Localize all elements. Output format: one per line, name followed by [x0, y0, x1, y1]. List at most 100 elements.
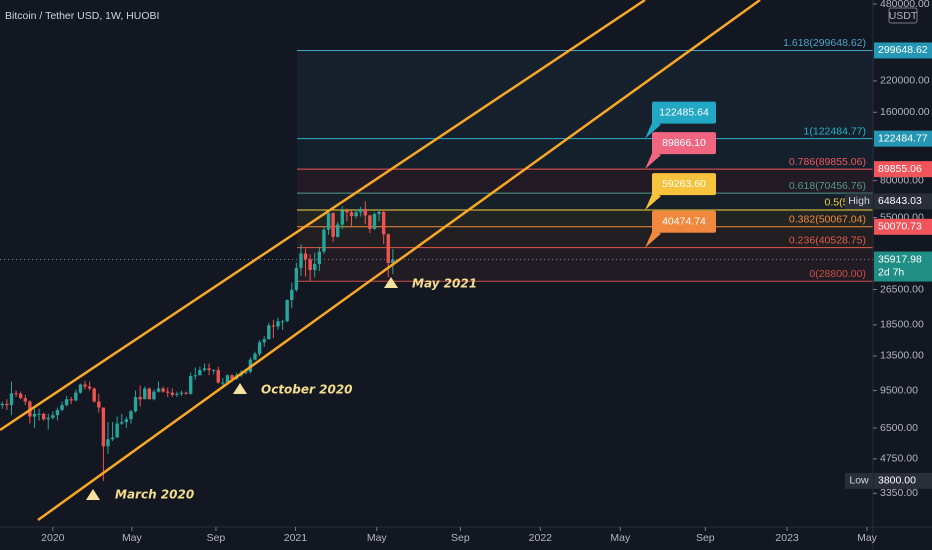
- currency-label: USDT: [889, 10, 918, 22]
- candle-body: [193, 375, 197, 377]
- candle-body: [368, 215, 372, 229]
- candle-body: [257, 342, 262, 354]
- y-tick-label: 4750.00: [880, 453, 918, 465]
- candle-body: [262, 339, 266, 343]
- callout-pointer: [645, 151, 661, 170]
- callout-pointer: [645, 120, 661, 139]
- candle-body: [46, 417, 50, 420]
- price-badge-label: 89855.06: [878, 163, 922, 175]
- price-badge-label: 3800.00: [878, 475, 916, 487]
- x-tick-label: 2022: [529, 532, 553, 544]
- candle-body: [179, 392, 184, 394]
- channel-upper: [0, 0, 646, 432]
- fib-band: [297, 226, 873, 248]
- candle-body: [230, 375, 234, 379]
- candle-body: [244, 371, 248, 373]
- callout-box: [652, 101, 716, 124]
- y-tick-label: 13500.00: [880, 350, 924, 362]
- price-badge-label: 299648.62: [878, 44, 928, 56]
- candle-body: [290, 289, 294, 301]
- candle-body: [51, 415, 55, 418]
- annotation-text: May 2021: [412, 277, 477, 291]
- x-tick-label: May: [367, 532, 388, 544]
- x-tick-label: May: [857, 532, 878, 544]
- candle-body: [198, 370, 202, 376]
- candle-body: [363, 208, 367, 216]
- x-tick-label: Sep: [696, 532, 715, 544]
- y-tick-label: 160000.00: [880, 106, 930, 118]
- price-badge-label: 50070.73: [878, 221, 922, 233]
- callout-label: 40474.74: [662, 216, 706, 228]
- candle-body: [69, 399, 73, 401]
- candle-body: [143, 388, 147, 400]
- candle-body: [133, 397, 138, 412]
- candle-body: [331, 213, 335, 237]
- price-badge: [874, 130, 932, 147]
- callout-pointer: [645, 229, 661, 248]
- candle-body: [152, 391, 156, 400]
- candle-body: [23, 398, 27, 402]
- y-tick-label: 220000.00: [880, 75, 930, 87]
- y-tick-label: 9500.00: [880, 384, 918, 396]
- callout-box: [652, 173, 716, 196]
- price-badge: [874, 472, 932, 489]
- badge-tag: High: [848, 195, 870, 207]
- y-tick-label: 3350.00: [880, 487, 918, 499]
- callout-box: [652, 210, 716, 233]
- candle-body: [184, 392, 188, 394]
- candle-body: [124, 419, 129, 423]
- candle-body: [14, 393, 18, 395]
- fib-label: 0.382(50067.04): [789, 214, 866, 226]
- annotation-marker: [233, 383, 247, 394]
- candle-body: [120, 422, 124, 424]
- candle-body: [87, 386, 92, 389]
- candle-body: [207, 368, 211, 371]
- candle-body: [175, 393, 179, 395]
- x-tick-label: May: [610, 532, 631, 544]
- candles: [0, 201, 395, 481]
- fib-band: [297, 247, 873, 282]
- y-tick-label: 480000.00: [880, 0, 930, 10]
- candle-body: [322, 229, 326, 252]
- candle-body: [60, 405, 64, 411]
- candle-body: [386, 234, 390, 263]
- price-badge: [874, 251, 932, 282]
- x-tick-label: Sep: [207, 532, 226, 544]
- fib-label: 1.618(299648.62): [783, 37, 866, 49]
- currency-badge: [888, 7, 918, 24]
- candle-body: [211, 370, 216, 372]
- fib-label: 0.618(70456.76): [789, 180, 866, 192]
- x-tick-label: Sep: [451, 532, 470, 544]
- candle-body: [267, 325, 271, 340]
- grid: 1.618(299648.62) 1(122484.77) 0.786(89855.…: [0, 37, 873, 282]
- candle-body: [101, 407, 106, 447]
- badge-tag: Low: [849, 475, 869, 487]
- x-tick-label: 2023: [775, 532, 799, 544]
- candle-body: [9, 393, 14, 406]
- candle-body: [37, 413, 41, 415]
- candle-body: [221, 382, 225, 384]
- callout-pointer: [645, 192, 661, 211]
- candle-body: [78, 384, 83, 393]
- candle-body: [115, 423, 119, 438]
- candle-body: [358, 208, 363, 213]
- annotation-text: March 2020: [115, 488, 194, 502]
- candle-body: [83, 384, 87, 387]
- candle-body: [55, 410, 60, 416]
- candle-body: [391, 259, 395, 263]
- candle-body: [202, 368, 207, 371]
- candle-body: [188, 376, 193, 394]
- candle-body: [129, 411, 133, 420]
- fib-label: 0(28800.00): [809, 268, 866, 280]
- candle-body: [271, 325, 276, 327]
- fib-band: [297, 50, 873, 139]
- candle-body: [377, 211, 381, 215]
- annotation-marker: [384, 277, 398, 288]
- price-badge-label: 122484.77: [878, 132, 928, 144]
- candle-body: [32, 413, 37, 417]
- callout-label: 122485.64: [659, 106, 709, 118]
- candle-body: [166, 391, 170, 393]
- callout-label: 89866.10: [662, 137, 706, 149]
